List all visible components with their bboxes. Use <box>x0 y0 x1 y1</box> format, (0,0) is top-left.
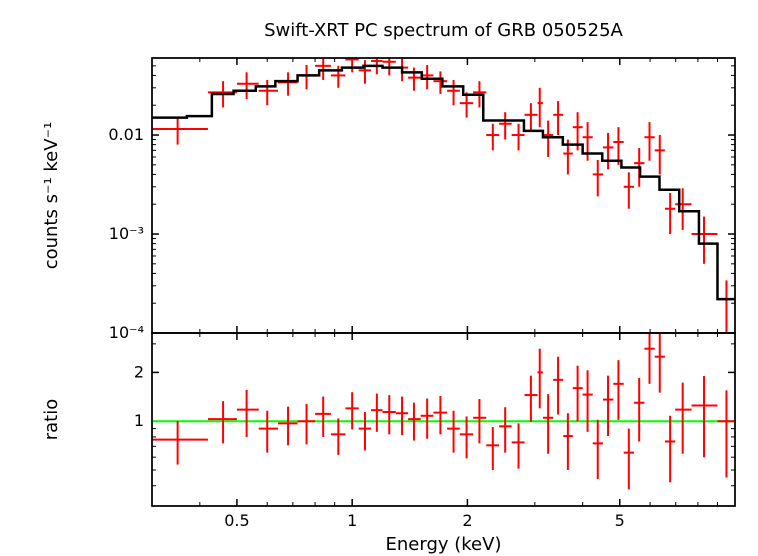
y-axis-label-top: counts s⁻¹ keV⁻¹ <box>41 122 62 270</box>
y-tick-label-bottom: 1 <box>134 411 144 430</box>
y-tick-label-bottom: 2 <box>134 362 144 381</box>
x-tick-label: 2 <box>462 511 472 530</box>
chart-title: Swift-XRT PC spectrum of GRB 050525A <box>264 20 623 41</box>
y-tick-label-top: 10⁻³ <box>109 224 144 243</box>
y-tick-label-top: 10⁻⁴ <box>109 323 144 342</box>
x-tick-label: 5 <box>615 511 625 530</box>
x-tick-label: 1 <box>347 511 357 530</box>
y-tick-label-top: 0.01 <box>108 125 144 144</box>
x-axis-label: Energy (keV) <box>386 534 502 555</box>
spectrum-chart: 0.5 1 2 5 10⁻⁴ 10⁻³ 0.01 1 2 Swift-XRT PC spectru… <box>0 0 758 556</box>
x-tick-label: 0.5 <box>224 511 249 530</box>
y-axis-label-bottom: ratio <box>41 399 62 441</box>
